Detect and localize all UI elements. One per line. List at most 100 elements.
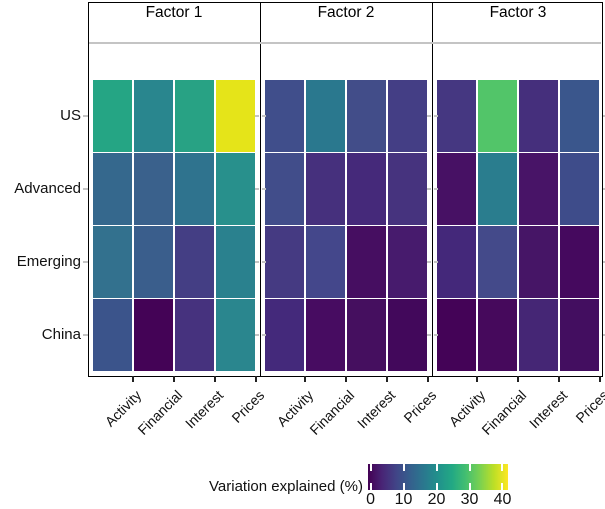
y-axis-minor-tick bbox=[603, 114, 605, 117]
heatmap-cell bbox=[518, 226, 559, 298]
y-tick-label: US bbox=[60, 106, 81, 124]
heatmap-cell bbox=[518, 153, 559, 225]
facet-strip-label: Factor 1 bbox=[145, 4, 203, 21]
y-axis-minor-tick bbox=[261, 260, 266, 263]
y-axis-minor-tick bbox=[254, 114, 259, 117]
facet-strip-label: Factor 3 bbox=[489, 4, 547, 21]
legend-tick-label: 0 bbox=[366, 491, 375, 508]
x-axis-tick bbox=[517, 376, 519, 382]
heatmap-cell bbox=[174, 80, 215, 152]
heatmap-cell bbox=[174, 299, 215, 371]
heatmap-cell bbox=[133, 80, 174, 152]
y-axis-minor-tick bbox=[433, 187, 438, 190]
y-tick-label: China bbox=[41, 325, 81, 343]
x-axis-tick bbox=[132, 376, 134, 382]
y-axis-minor-tick bbox=[426, 187, 431, 190]
y-axis-minor-tick bbox=[433, 114, 438, 117]
legend-colorbar-tick bbox=[402, 464, 405, 471]
facet-strip-label: Factor 2 bbox=[317, 4, 375, 21]
heatmap-cell bbox=[215, 153, 256, 225]
y-axis-minor-tick bbox=[603, 187, 605, 190]
heatmap-cell bbox=[559, 299, 600, 371]
heatmap-cell bbox=[387, 153, 428, 225]
y-axis-minor-tick bbox=[603, 333, 605, 336]
x-axis-tick bbox=[386, 376, 388, 382]
heatmap-cell bbox=[305, 226, 346, 298]
heatmap-cell bbox=[436, 80, 477, 152]
legend-colorbar-tick bbox=[369, 464, 372, 471]
y-tick-label: Advanced bbox=[14, 179, 81, 197]
y-axis-minor-tick bbox=[254, 260, 259, 263]
legend-colorbar-tick bbox=[435, 483, 438, 490]
heatmap-cell bbox=[387, 80, 428, 152]
heatmap-cell bbox=[215, 80, 256, 152]
y-axis-minor-tick bbox=[83, 333, 88, 336]
heatmap-cell bbox=[305, 153, 346, 225]
heatmap-cell bbox=[305, 299, 346, 371]
heatmap-cell bbox=[215, 226, 256, 298]
heatmap-cell bbox=[559, 226, 600, 298]
y-axis-minor-tick bbox=[433, 260, 438, 263]
heatmap-cell bbox=[264, 80, 305, 152]
heatmap-cell bbox=[264, 153, 305, 225]
x-axis-tick bbox=[599, 376, 601, 382]
legend-colorbar bbox=[368, 464, 508, 490]
heatmap-cell bbox=[174, 153, 215, 225]
heatmap-cell bbox=[92, 80, 133, 152]
y-axis-minor-tick bbox=[83, 260, 88, 263]
x-axis-tick bbox=[558, 376, 560, 382]
y-axis-minor-tick bbox=[254, 333, 259, 336]
heatmap-cell bbox=[346, 226, 387, 298]
legend-colorbar-tick bbox=[501, 464, 504, 471]
heatmap-cell bbox=[387, 226, 428, 298]
heatmap-cell bbox=[559, 153, 600, 225]
legend-colorbar-tick bbox=[369, 483, 372, 490]
y-axis-minor-tick bbox=[426, 260, 431, 263]
heatmap-cell bbox=[518, 299, 559, 371]
heatmap-cell bbox=[559, 80, 600, 152]
legend-colorbar-tick bbox=[501, 483, 504, 490]
x-axis-tick bbox=[214, 376, 216, 382]
legend-tick-label: 30 bbox=[460, 491, 479, 508]
heatmap-cell bbox=[264, 226, 305, 298]
y-axis-minor-tick bbox=[603, 260, 605, 263]
heatmap-cell bbox=[133, 226, 174, 298]
legend-colorbar-tick bbox=[435, 464, 438, 471]
y-axis-minor-tick bbox=[261, 114, 266, 117]
legend-tick-label: 10 bbox=[394, 491, 413, 508]
heatmap-cell bbox=[264, 299, 305, 371]
heatmap-cell bbox=[346, 153, 387, 225]
heatmap-cell bbox=[92, 153, 133, 225]
heatmap-cell bbox=[477, 153, 518, 225]
heatmap-cell bbox=[133, 299, 174, 371]
heatmap-cell bbox=[174, 226, 215, 298]
heatmap-cell bbox=[346, 299, 387, 371]
heatmap-cell bbox=[346, 80, 387, 152]
y-axis-minor-tick bbox=[426, 114, 431, 117]
y-axis-minor-tick bbox=[433, 333, 438, 336]
y-axis-minor-tick bbox=[83, 114, 88, 117]
legend-tick-label: 20 bbox=[427, 491, 446, 508]
x-axis-tick bbox=[255, 376, 257, 382]
legend-colorbar-tick bbox=[468, 483, 471, 490]
heatmap-cell bbox=[387, 299, 428, 371]
heatmap-cell bbox=[477, 299, 518, 371]
legend-title: Variation explained (%) bbox=[209, 478, 363, 495]
y-axis-minor-tick bbox=[426, 333, 431, 336]
y-tick-label: Emerging bbox=[16, 252, 81, 270]
heatmap-cell bbox=[133, 153, 174, 225]
heatmap-cell bbox=[92, 299, 133, 371]
heatmap-cell bbox=[436, 299, 477, 371]
legend-colorbar-tick bbox=[468, 464, 471, 471]
heatmap-cell bbox=[477, 226, 518, 298]
heatmap-cell bbox=[436, 226, 477, 298]
facet-divider bbox=[431, 2, 434, 376]
heatmap-cell bbox=[436, 153, 477, 225]
x-axis-tick bbox=[173, 376, 175, 382]
x-axis-tick bbox=[476, 376, 478, 382]
x-axis-tick bbox=[427, 376, 429, 382]
facet-divider bbox=[259, 2, 262, 376]
y-axis-minor-tick bbox=[261, 187, 266, 190]
